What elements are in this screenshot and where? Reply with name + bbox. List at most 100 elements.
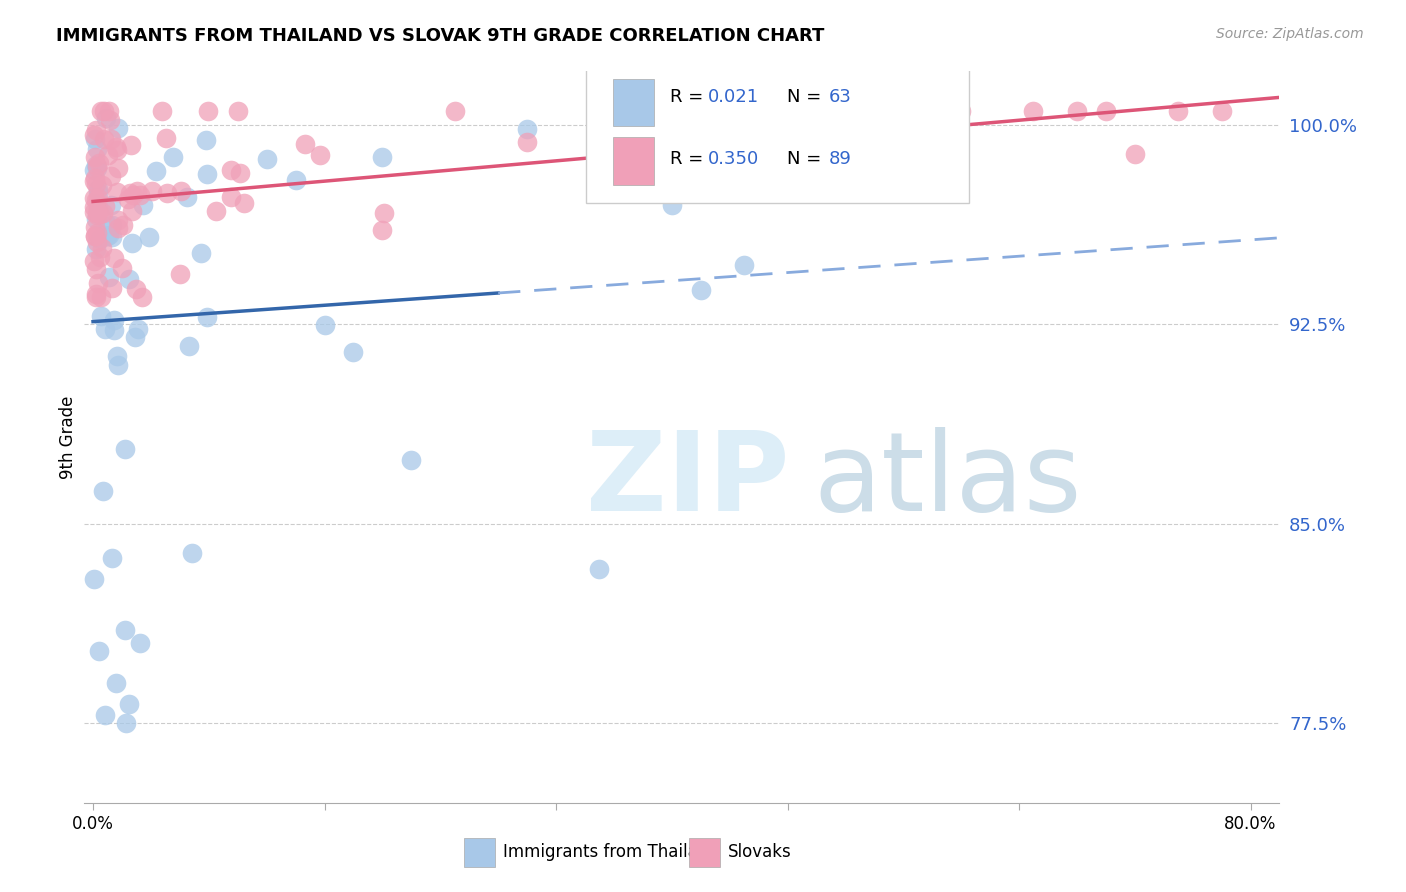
Point: [100, 132, 122, 146]
Point: [121, 235, 143, 250]
Point: [84, 193, 107, 207]
Point: [117, 192, 139, 206]
Point: [84, 171, 107, 186]
Point: [162, 151, 184, 165]
Point: [86, 226, 108, 240]
Point: [229, 166, 252, 180]
Point: [84, 287, 107, 301]
Point: [86, 158, 108, 172]
Point: [83, 132, 105, 146]
Text: ZIP: ZIP: [586, 427, 790, 534]
Point: [194, 132, 217, 146]
Point: [86, 177, 108, 191]
Point: [118, 698, 141, 712]
Point: [101, 280, 124, 294]
Point: [107, 220, 129, 235]
Point: [84, 229, 107, 244]
Text: R =: R =: [671, 150, 709, 168]
Point: [86, 122, 108, 136]
Point: [443, 104, 465, 119]
Point: [588, 562, 610, 576]
Point: [89, 251, 111, 265]
Point: [124, 329, 146, 343]
Point: [83, 200, 105, 214]
Point: [91, 484, 114, 499]
Point: [294, 137, 316, 152]
Point: [107, 358, 129, 372]
Point: [84, 242, 107, 256]
Point: [806, 105, 828, 120]
Point: [83, 220, 105, 235]
Text: R =: R =: [671, 88, 709, 106]
Point: [124, 283, 146, 297]
Point: [373, 206, 395, 220]
Point: [121, 188, 143, 202]
Point: [226, 104, 249, 119]
Point: [138, 230, 160, 244]
Point: [121, 137, 143, 152]
Point: [120, 186, 142, 200]
Point: [877, 161, 900, 175]
Text: Slovaks: Slovaks: [728, 843, 792, 861]
Point: [83, 204, 105, 219]
Point: [89, 643, 111, 657]
Point: [93, 199, 115, 213]
FancyBboxPatch shape: [586, 64, 969, 203]
Point: [689, 283, 711, 297]
Text: 0.021: 0.021: [709, 88, 759, 106]
Point: [131, 290, 153, 304]
Point: [118, 272, 141, 286]
Text: 0.350: 0.350: [709, 150, 759, 168]
Point: [90, 241, 112, 255]
Point: [83, 162, 105, 177]
Point: [103, 313, 125, 327]
Point: [141, 185, 163, 199]
Point: [121, 204, 143, 219]
Point: [309, 148, 332, 162]
Point: [84, 229, 107, 244]
Point: [516, 135, 538, 149]
Point: [86, 161, 108, 175]
Point: [86, 142, 108, 156]
Point: [145, 164, 167, 178]
Point: [86, 276, 108, 290]
Point: [197, 104, 219, 119]
Point: [100, 169, 122, 183]
Point: [96, 217, 118, 231]
Point: [101, 551, 124, 566]
Point: [90, 178, 112, 193]
Text: N =: N =: [787, 88, 827, 106]
Point: [83, 174, 105, 188]
Point: [103, 323, 125, 337]
Point: [101, 230, 124, 244]
Point: [86, 159, 108, 173]
Point: [111, 260, 134, 275]
Point: [1066, 104, 1088, 119]
Point: [98, 112, 121, 127]
Text: Immigrants from Thailand: Immigrants from Thailand: [503, 843, 718, 861]
Point: [588, 174, 610, 188]
Point: [132, 198, 155, 212]
Point: [1022, 104, 1045, 119]
Point: [84, 290, 107, 304]
Point: [83, 253, 105, 268]
Point: [105, 185, 128, 199]
FancyBboxPatch shape: [613, 137, 654, 185]
Point: [181, 546, 204, 560]
Point: [371, 150, 394, 164]
Point: [219, 162, 242, 177]
Point: [733, 258, 755, 272]
Point: [127, 321, 149, 335]
Point: [284, 173, 307, 187]
Point: [83, 128, 105, 142]
Point: [1167, 104, 1189, 119]
Point: [86, 191, 108, 205]
Point: [105, 349, 128, 363]
Point: [96, 229, 118, 244]
Text: 89: 89: [830, 150, 852, 168]
Point: [129, 188, 152, 202]
Point: [89, 155, 111, 169]
Point: [195, 310, 218, 324]
FancyBboxPatch shape: [613, 78, 654, 127]
Point: [125, 184, 148, 198]
